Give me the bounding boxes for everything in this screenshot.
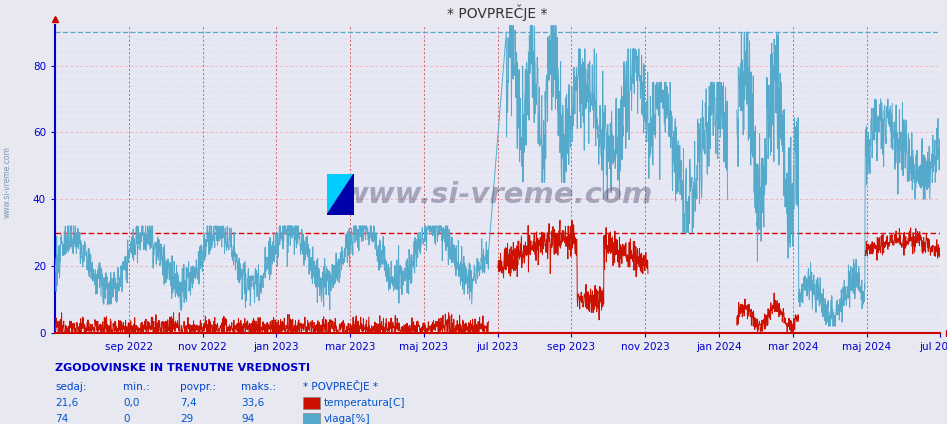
Text: 7,4: 7,4 (180, 398, 197, 408)
Text: 74: 74 (55, 414, 68, 424)
Text: * POVPREČJE *: * POVPREČJE * (303, 380, 378, 392)
Text: 21,6: 21,6 (55, 398, 79, 408)
Text: 29: 29 (180, 414, 193, 424)
Text: 33,6: 33,6 (241, 398, 265, 408)
Text: www.si-vreme.com: www.si-vreme.com (3, 146, 12, 218)
Text: www.si-vreme.com: www.si-vreme.com (342, 181, 653, 209)
Text: maks.:: maks.: (241, 382, 277, 392)
Text: 0,0: 0,0 (123, 398, 139, 408)
Text: vlaga[%]: vlaga[%] (324, 414, 370, 424)
Text: ZGODOVINSKE IN TRENUTNE VREDNOSTI: ZGODOVINSKE IN TRENUTNE VREDNOSTI (55, 363, 310, 373)
Text: 0: 0 (123, 414, 130, 424)
Text: sedaj:: sedaj: (55, 382, 86, 392)
Text: 94: 94 (241, 414, 255, 424)
Text: min.:: min.: (123, 382, 150, 392)
Text: povpr.:: povpr.: (180, 382, 216, 392)
Text: temperatura[C]: temperatura[C] (324, 398, 405, 408)
Title: * POVPREČJE *: * POVPREČJE * (447, 5, 548, 22)
